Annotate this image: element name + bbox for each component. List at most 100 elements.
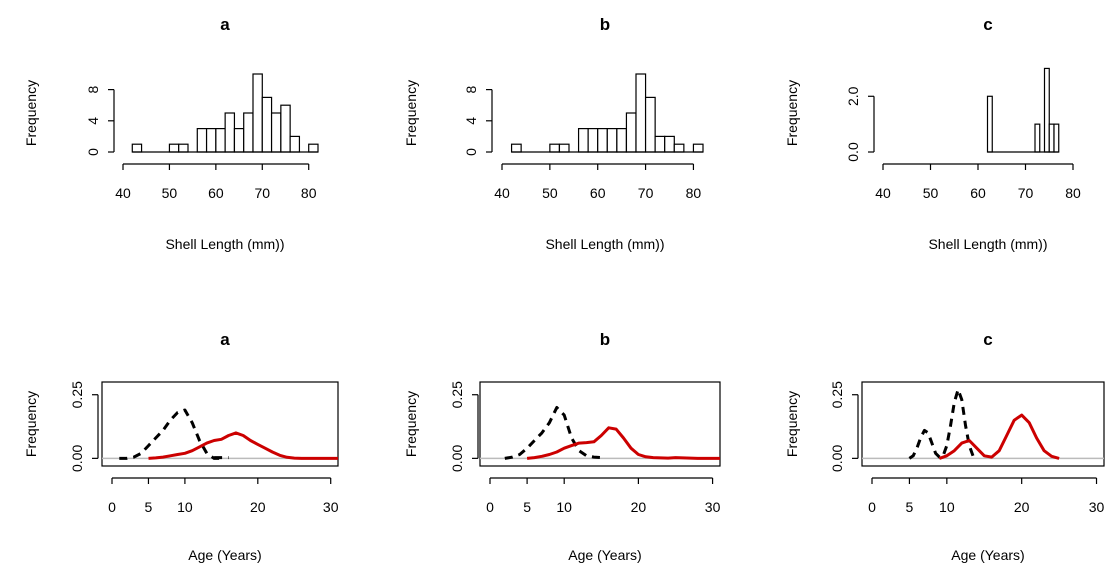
x-tick-label: 60	[208, 185, 224, 201]
histogram-bar	[215, 128, 226, 153]
dashed-series-line	[119, 408, 222, 460]
x-tick-label: 80	[1065, 185, 1081, 201]
x-tick-label: 20	[250, 499, 266, 515]
histogram-bar	[1053, 123, 1060, 153]
histogram-bar	[549, 143, 561, 153]
x-axis-label: Shell Length (mm))	[928, 236, 1047, 252]
age-c-panel: c Age (Years) Frequency 0 5 10 20 30 0.00 0.25	[784, 330, 1105, 563]
histogram-bar	[606, 128, 618, 153]
x-tick-label: 30	[1089, 499, 1105, 515]
histogram-bar	[1034, 123, 1041, 153]
histogram-bar	[597, 128, 608, 153]
histogram-bar	[261, 96, 273, 153]
hist-a-panel: a Shell Length (mm)) Frequency 40 50 60 70 80 0 4…	[23, 15, 319, 252]
age-a-panel: a Age (Years) Frequency 0 5 10 20 30 0.00 0.25	[23, 330, 339, 563]
x-tick-label: 0	[868, 499, 876, 515]
histogram-bar	[1043, 67, 1050, 153]
x-tick-label: 40	[875, 185, 891, 201]
x-tick-label: 30	[705, 499, 721, 515]
y-axis-label: Frequency	[784, 80, 800, 146]
dashed-series-line	[504, 406, 602, 460]
histogram-bar	[664, 135, 675, 153]
histogram-bar	[280, 104, 291, 153]
y-axis-label: Frequency	[403, 80, 419, 146]
panel-title: b	[600, 330, 610, 349]
x-tick-label: 40	[494, 185, 510, 201]
y-tick-label: 0.0	[845, 142, 861, 162]
histogram-bar	[205, 128, 217, 153]
age-b-panel: b Age (Years) Frequency 0 5 10 20 30 0.00 0.25	[403, 330, 721, 563]
plot-frame	[861, 381, 1105, 467]
panel-title: a	[220, 15, 230, 34]
y-tick-label: 4	[85, 117, 101, 125]
plot-frame	[479, 381, 721, 467]
solid-series-line	[148, 431, 338, 460]
x-tick-label: 0	[486, 499, 494, 515]
histogram-bar	[673, 143, 685, 153]
y-tick-label: 0.00	[69, 445, 85, 472]
x-tick-label: 80	[301, 185, 317, 201]
x-tick-label: 50	[162, 185, 178, 201]
x-axis-label: Shell Length (mm))	[545, 236, 664, 252]
x-tick-label: 0	[108, 499, 116, 515]
y-tick-label: 8	[85, 85, 101, 93]
solid-series-line	[938, 413, 1060, 460]
x-tick-label: 80	[686, 185, 702, 201]
x-tick-label: 40	[115, 185, 131, 201]
x-tick-label: 60	[970, 185, 986, 201]
histogram-bar	[252, 73, 263, 153]
histogram-bar	[692, 143, 704, 153]
x-axis-label: Shell Length (mm))	[165, 236, 284, 252]
plot-frame	[101, 381, 339, 467]
histogram-bar	[510, 143, 522, 153]
x-tick-label: 70	[638, 185, 654, 201]
x-axis-label: Age (Years)	[568, 547, 641, 563]
y-tick-label: 0.00	[449, 445, 465, 472]
dashed-series-line	[908, 388, 978, 460]
solid-series-line	[526, 426, 720, 460]
x-tick-label: 5	[523, 499, 531, 515]
x-tick-label: 10	[556, 499, 572, 515]
histogram-bar	[178, 143, 189, 153]
x-axis-label: Age (Years)	[188, 547, 261, 563]
panel-title: a	[220, 330, 230, 349]
y-tick-label: 4	[463, 117, 479, 125]
x-tick-label: 20	[631, 499, 647, 515]
x-tick-label: 60	[590, 185, 606, 201]
x-tick-label: 10	[939, 499, 955, 515]
y-tick-label: 0.25	[829, 381, 845, 408]
histogram-bar	[635, 73, 647, 153]
x-tick-label: 70	[254, 185, 270, 201]
histogram-bar	[986, 95, 993, 153]
x-tick-label: 5	[145, 499, 153, 515]
histogram-bar	[616, 128, 628, 153]
y-tick-label: 0	[463, 148, 479, 156]
histogram-bar	[243, 112, 254, 153]
histogram-bar	[131, 143, 143, 153]
histogram-bar	[308, 143, 319, 153]
y-tick-label: 0.00	[829, 445, 845, 472]
x-tick-label: 50	[542, 185, 558, 201]
histogram-bar	[224, 112, 236, 153]
panel-title: b	[600, 15, 610, 34]
histogram-bar	[270, 112, 282, 153]
x-tick-label: 50	[923, 185, 939, 201]
hist-c-panel: c Shell Length (mm)) Frequency 40 50 60 70 80 0.…	[784, 15, 1081, 252]
histogram-bar	[558, 143, 570, 153]
y-tick-label: 0.25	[69, 381, 85, 408]
histogram-bar	[289, 135, 301, 153]
histogram-bar	[625, 112, 637, 153]
panel-title: c	[983, 330, 992, 349]
histogram-bar	[196, 128, 208, 153]
x-tick-label: 10	[177, 499, 193, 515]
y-tick-label: 2.0	[845, 86, 861, 106]
y-axis-label: Frequency	[23, 391, 39, 457]
y-axis-label: Frequency	[784, 391, 800, 457]
histogram-bar	[168, 143, 180, 153]
histogram-bar	[1048, 123, 1055, 153]
y-axis-label: Frequency	[403, 391, 419, 457]
x-tick-label: 30	[323, 499, 339, 515]
x-tick-label: 5	[906, 499, 914, 515]
